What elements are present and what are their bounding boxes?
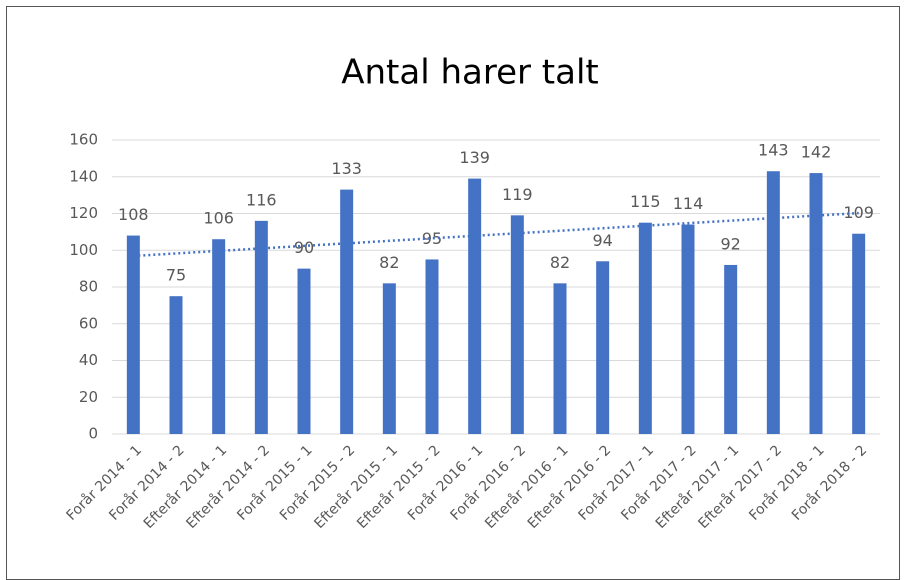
bar [510, 215, 524, 434]
bar [766, 171, 780, 435]
y-tick-label: 60 [79, 314, 98, 332]
y-tick-label: 80 [79, 278, 98, 296]
trendline [133, 211, 859, 258]
y-tick-label: 120 [69, 204, 98, 222]
bar [468, 178, 482, 434]
data-label: 143 [758, 141, 789, 160]
data-label: 82 [550, 253, 570, 272]
bar [126, 235, 140, 434]
data-label: 142 [801, 143, 832, 162]
y-tick-label: 160 [69, 131, 98, 149]
y-tick-label: 40 [79, 351, 98, 369]
data-label: 133 [331, 159, 362, 178]
bar [382, 283, 396, 434]
data-label: 139 [459, 148, 490, 167]
y-tick-label: 140 [69, 167, 98, 185]
bar [169, 296, 183, 434]
bar [254, 220, 268, 434]
y-tick-label: 20 [79, 388, 98, 406]
bar [852, 233, 866, 434]
data-label: 116 [246, 190, 277, 209]
data-label: 90 [294, 238, 314, 257]
data-label: 109 [843, 203, 874, 222]
data-label: 95 [422, 229, 442, 248]
data-label: 92 [720, 234, 740, 253]
data-label: 108 [118, 205, 149, 224]
bar [425, 259, 439, 434]
bar [724, 264, 738, 434]
data-label: 106 [203, 209, 234, 228]
chart-frame [6, 6, 900, 580]
bar [809, 173, 823, 434]
data-label: 94 [592, 231, 612, 250]
bar [340, 189, 354, 434]
data-label: 75 [166, 266, 186, 285]
data-label: 82 [379, 253, 399, 272]
bar [297, 268, 311, 434]
y-tick-label: 100 [69, 241, 98, 259]
y-tick-label: 0 [88, 425, 98, 443]
data-label: 114 [673, 194, 704, 213]
bar [212, 239, 226, 434]
bar [681, 224, 695, 434]
bar [553, 283, 567, 434]
bar [638, 222, 652, 434]
data-label: 115 [630, 192, 661, 211]
chart-title: Antal harer talt [341, 53, 599, 93]
bar [596, 261, 610, 434]
data-label: 119 [502, 185, 533, 204]
